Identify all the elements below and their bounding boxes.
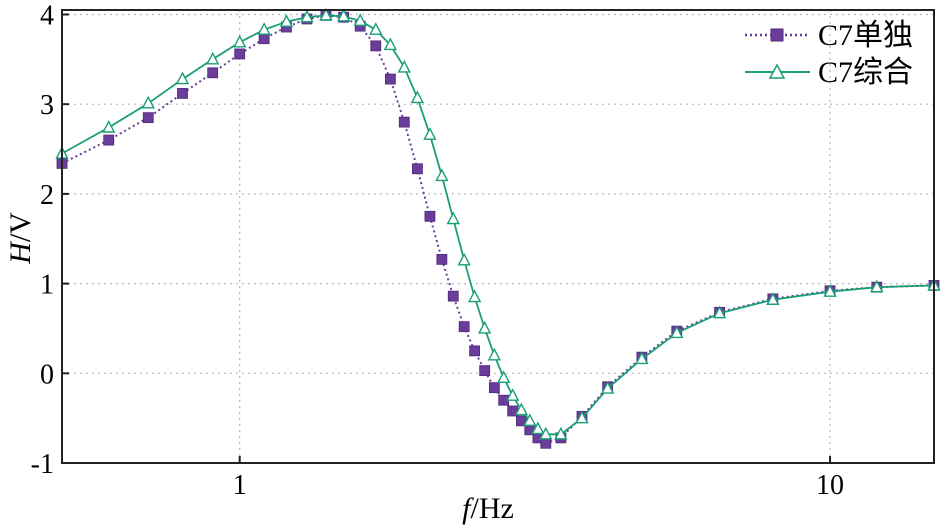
data-point-triangle (279, 14, 294, 27)
y-tick-label: 1 (40, 270, 54, 301)
y-tick-label: 2 (40, 180, 54, 211)
data-point-triangle (514, 402, 529, 416)
data-point-triangle (635, 351, 649, 365)
series-layer (55, 7, 941, 449)
legend: C7单独 C7综合 (745, 19, 913, 89)
data-point-square (398, 116, 410, 128)
data-point-triangle (523, 413, 537, 427)
series-line-c7-combined (61, 14, 935, 436)
data-point-square (207, 67, 219, 79)
data-point-triangle (600, 381, 615, 394)
data-point-triangle (141, 95, 155, 109)
data-point-triangle (531, 421, 545, 435)
x-tick-label: 10 (816, 470, 844, 501)
data-point-square (436, 253, 448, 265)
data-point-square (103, 134, 115, 146)
plot-frame (61, 9, 935, 464)
grid (62, 10, 934, 464)
data-point-square (458, 321, 470, 333)
y-axis-label: H/V (4, 212, 37, 265)
y-tick-label: -1 (31, 449, 54, 480)
data-point-triangle (102, 120, 116, 133)
data-point-square (488, 382, 500, 394)
data-point-triangle (539, 426, 553, 440)
data-point-square (412, 163, 423, 175)
data-point-triangle (423, 127, 437, 140)
data-point-triangle (487, 347, 502, 361)
y-tick-label: 0 (40, 359, 54, 390)
data-point-square (258, 33, 270, 45)
data-point-triangle (300, 9, 314, 23)
data-point-triangle (337, 8, 351, 22)
data-point-triangle (446, 211, 460, 225)
data-point-square (370, 40, 382, 52)
data-point-square (142, 112, 154, 124)
data-point-triangle (497, 370, 511, 383)
data-point-triangle (467, 289, 482, 303)
data-point-triangle (319, 7, 333, 21)
data-point-triangle (353, 13, 367, 26)
data-point-triangle (206, 51, 220, 65)
data-point-square (469, 345, 481, 357)
legend-label-c7-single: C7单独 (818, 19, 913, 52)
data-point-triangle (670, 325, 684, 339)
data-point-triangle (457, 252, 471, 266)
ticks: -1 0 1 2 3 4 1 10 (31, 0, 844, 501)
data-point-triangle (823, 284, 837, 297)
data-point-square (424, 210, 436, 222)
data-point-triangle (870, 279, 884, 293)
legend-marker-square (770, 28, 784, 42)
data-point-triangle (766, 292, 780, 305)
data-point-square (447, 290, 459, 302)
data-point-square (540, 437, 552, 449)
data-point-square (479, 365, 491, 377)
data-point-triangle (383, 37, 398, 51)
legend-label-c7-combined: C7综合 (818, 56, 913, 89)
y-axis-label-symbol: H (4, 240, 37, 265)
data-point-square (234, 48, 246, 60)
data-point-triangle (397, 59, 411, 73)
y-axis-label-unit: /V (4, 212, 37, 242)
data-point-triangle (233, 34, 247, 48)
data-point-triangle (369, 22, 383, 35)
data-point-triangle (410, 90, 425, 104)
legend-marker-triangle (768, 63, 786, 79)
data-point-triangle (435, 168, 449, 182)
data-point-triangle (554, 426, 568, 440)
series-line-c7-single (61, 14, 935, 445)
data-point-square (177, 88, 188, 99)
data-point-triangle (175, 71, 190, 85)
x-axis-label: f/Hz (462, 492, 514, 525)
data-point-triangle (478, 320, 492, 334)
data-point-square (385, 73, 396, 85)
data-point-triangle (575, 410, 589, 424)
data-point-triangle (506, 388, 520, 401)
x-axis-label-unit: /Hz (471, 492, 514, 525)
data-point-triangle (712, 305, 727, 319)
data-point-triangle (257, 22, 271, 35)
y-tick-label: 3 (40, 90, 54, 121)
y-tick-label: 4 (40, 0, 54, 31)
x-tick-label: 1 (233, 470, 247, 501)
